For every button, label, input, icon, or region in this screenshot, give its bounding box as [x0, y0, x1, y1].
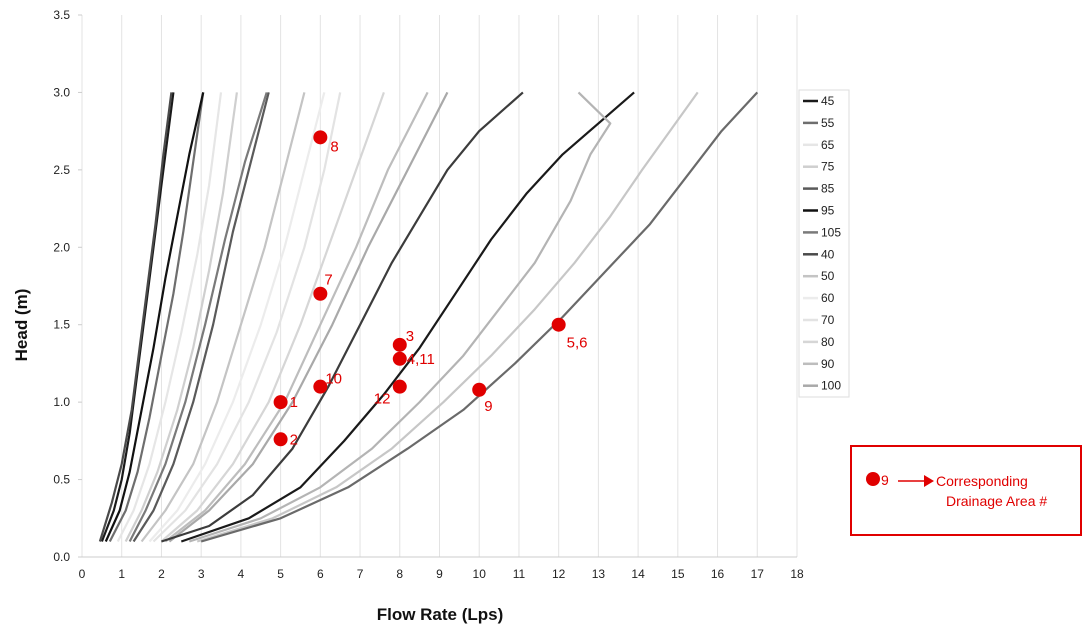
data-point-label: 5,6 [567, 335, 588, 352]
y-tick-label: 0.0 [53, 550, 70, 564]
series-line-100 [168, 91, 449, 543]
series-line-105 [128, 92, 268, 543]
key-arrow-icon [924, 475, 934, 487]
x-tick-label: 0 [79, 567, 86, 581]
data-point-label: 4,11 [407, 351, 435, 368]
data-point [313, 379, 328, 394]
x-tick-label: 1 [118, 567, 125, 581]
key-frame [850, 445, 1082, 536]
x-tick-label: 6 [317, 567, 324, 581]
legend-entry: 45 [821, 94, 835, 108]
data-point [392, 337, 407, 352]
series-line-55 [108, 92, 205, 543]
legend-entry: 100 [821, 379, 841, 393]
x-tick-label: 16 [711, 567, 725, 581]
x-tick-label: 7 [357, 567, 364, 581]
legend-entry: 60 [821, 291, 835, 305]
legend-entry: 95 [821, 204, 835, 218]
grid [81, 15, 798, 557]
data-point-label: 3 [406, 328, 414, 345]
series-line-50 [140, 92, 306, 543]
legend-entry: 55 [821, 116, 835, 130]
series-line-60 [148, 92, 326, 543]
series-line-85 [132, 92, 270, 543]
series-line-unlabeled-17 [196, 91, 699, 543]
series-line-unlabeled-16 [188, 91, 612, 543]
series-lines [98, 91, 759, 543]
series-line-75 [124, 92, 238, 543]
data-point-label: 12 [374, 391, 391, 408]
series-line-95 [104, 92, 205, 542]
y-tick-label: 1.0 [53, 395, 70, 409]
x-tick-label: 13 [592, 567, 606, 581]
data-point-label: 8 [330, 138, 338, 155]
series-line-65 [116, 92, 223, 542]
x-tick-label: 11 [513, 567, 526, 581]
data-point [392, 379, 407, 394]
key-text-line1: Corresponding [936, 473, 1028, 489]
legend-entry: 75 [821, 160, 835, 174]
series-line-unlabeled-15 [180, 91, 635, 543]
x-tick-label: 5 [277, 567, 284, 581]
y-axis-title: Head (m) [12, 289, 31, 362]
y-tick-label: 2.0 [53, 240, 70, 254]
data-point-label: 2 [290, 431, 298, 448]
legend-entry: 70 [821, 313, 835, 327]
key-marker-label: 9 [881, 472, 889, 488]
key-box: 9 Corresponding Drainage Area # [850, 445, 1082, 536]
data-point [392, 351, 407, 366]
legend-entry: 90 [821, 357, 835, 371]
legend-entry: 50 [821, 269, 835, 283]
x-tick-label: 17 [751, 567, 765, 581]
x-tick-label: 12 [552, 567, 566, 581]
legend-entry: 105 [821, 225, 841, 239]
x-tick-label: 8 [396, 567, 403, 581]
legend-entry: 85 [821, 182, 835, 196]
y-tick-label: 1.5 [53, 318, 70, 332]
legend-entry: 65 [821, 138, 835, 152]
key-text-line2: Drainage Area # [946, 493, 1047, 509]
y-tick-label: 3.5 [53, 8, 70, 22]
key-marker [866, 472, 880, 486]
y-tick-label: 3.0 [53, 85, 70, 99]
x-tick-label: 14 [631, 567, 645, 581]
data-point-label: 1 [290, 394, 298, 411]
x-tick-label: 15 [671, 567, 685, 581]
series-line-unlabeled-14 [161, 91, 524, 543]
x-tick-label: 18 [790, 567, 804, 581]
data-point-label: 10 [325, 371, 342, 388]
legend-entry: 40 [821, 247, 835, 261]
x-tick-label: 9 [436, 567, 443, 581]
data-point [273, 395, 288, 410]
x-tick-label: 4 [238, 567, 245, 581]
x-tick-label: 2 [158, 567, 165, 581]
data-point [313, 286, 328, 301]
legend-entry: 80 [821, 335, 835, 349]
data-point [472, 382, 487, 397]
series-line-70 [152, 92, 342, 543]
data-point-label: 9 [484, 398, 492, 415]
legend-box [798, 89, 850, 398]
x-tick-label: 10 [473, 567, 487, 581]
y-tick-label: 0.5 [53, 473, 70, 487]
x-axis-title: Flow Rate (Lps) [377, 605, 504, 624]
y-tick-label: 2.5 [53, 163, 70, 177]
data-point-label: 7 [324, 272, 332, 289]
x-tick-label: 3 [198, 567, 205, 581]
series-line-80 [160, 92, 385, 543]
series-line-90 [164, 91, 429, 543]
legend: 45 55 65 75 85 95 105 40 50 60 70 80 90 100 [798, 89, 850, 398]
series-line-40 [98, 92, 173, 542]
series-line-unlabeled-18 [200, 91, 759, 543]
axes: 0 1 2 3 4 5 6 7 8 9 10 11 12 13 14 15 16 17 180.00.51.01.5… [53, 8, 804, 581]
data-point [273, 432, 288, 447]
data-point [313, 130, 328, 145]
data-point [551, 317, 566, 332]
